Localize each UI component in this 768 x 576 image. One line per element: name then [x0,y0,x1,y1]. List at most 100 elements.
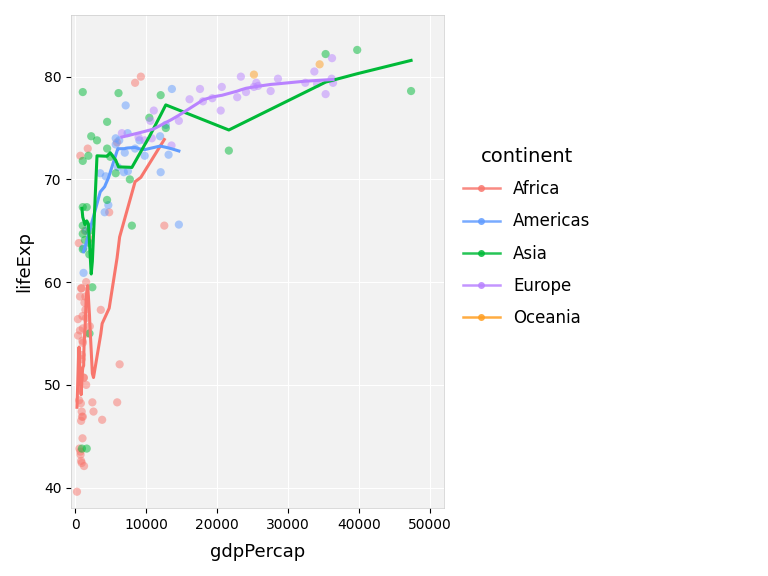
Point [214,106,227,115]
Point [74,450,87,459]
Point [197,97,209,106]
Point [80,380,92,389]
Point [81,144,94,153]
Point [72,331,84,340]
Point [78,298,91,307]
Point [223,146,235,155]
Point [118,148,131,157]
Point [146,134,158,143]
Point [143,113,155,122]
Point [78,373,90,382]
Point [116,128,128,138]
Point [77,203,89,212]
Point [76,350,88,359]
Point [216,82,228,92]
Point [154,168,167,177]
Point [104,152,117,161]
Point [405,86,417,96]
Point [240,88,252,97]
Point [101,195,113,204]
Point [82,151,94,160]
Point [313,60,326,69]
Point [94,169,106,178]
Point [81,444,93,453]
Point [112,89,124,98]
Y-axis label: lifeExp: lifeExp [15,231,33,292]
Point [73,396,85,405]
Point [74,399,87,408]
Point [118,168,130,177]
Point [163,150,175,160]
Point [351,46,363,55]
Point [94,305,107,314]
Point [126,221,138,230]
Point [264,86,276,96]
Point [73,238,85,248]
Point [77,338,89,347]
Point [84,322,96,331]
Point [129,144,141,153]
Point [80,313,92,323]
Point [73,444,85,453]
Point [129,78,141,88]
Point [79,305,91,314]
Point [84,226,96,236]
Point [77,88,89,97]
Point [74,326,86,335]
Point [111,398,124,407]
Point [75,355,88,364]
Point [77,229,89,238]
Point [76,412,88,421]
Point [184,94,196,104]
Point [100,172,112,181]
Point [79,236,91,245]
Point [81,329,93,338]
Point [78,244,90,253]
Point [77,324,89,333]
Point [84,238,96,248]
Point [154,132,166,141]
Point [300,78,312,88]
Point [311,79,323,89]
Point [113,136,125,145]
Point [173,116,185,126]
Point [75,458,88,468]
Point [138,136,151,145]
Point [91,136,103,145]
Point [75,416,88,426]
Point [85,132,98,141]
Point [101,118,113,127]
Point [319,89,332,98]
Point [122,166,134,176]
Point [308,67,320,76]
Point [77,221,89,230]
Point [194,84,206,93]
Point [134,72,147,81]
Legend: Africa, Americas, Asia, Europe, Oceania: Africa, Americas, Asia, Europe, Oceania [456,141,598,334]
Point [124,175,136,184]
Point [231,93,243,102]
Point [250,78,263,88]
Point [78,461,90,471]
Point [88,407,100,416]
Point [98,208,111,217]
Point [84,234,96,244]
Point [75,407,88,416]
Point [86,398,98,407]
Point [121,128,134,138]
Point [83,250,95,259]
Point [147,106,160,115]
Point [76,434,88,443]
Point [86,283,98,292]
Point [76,444,88,453]
Point [79,226,91,236]
Point [76,312,88,321]
Point [71,487,83,497]
Point [138,151,151,160]
Point [134,136,146,145]
Point [326,54,338,63]
Point [76,336,88,345]
Point [132,132,144,142]
Point [235,72,247,81]
Point [160,120,172,130]
